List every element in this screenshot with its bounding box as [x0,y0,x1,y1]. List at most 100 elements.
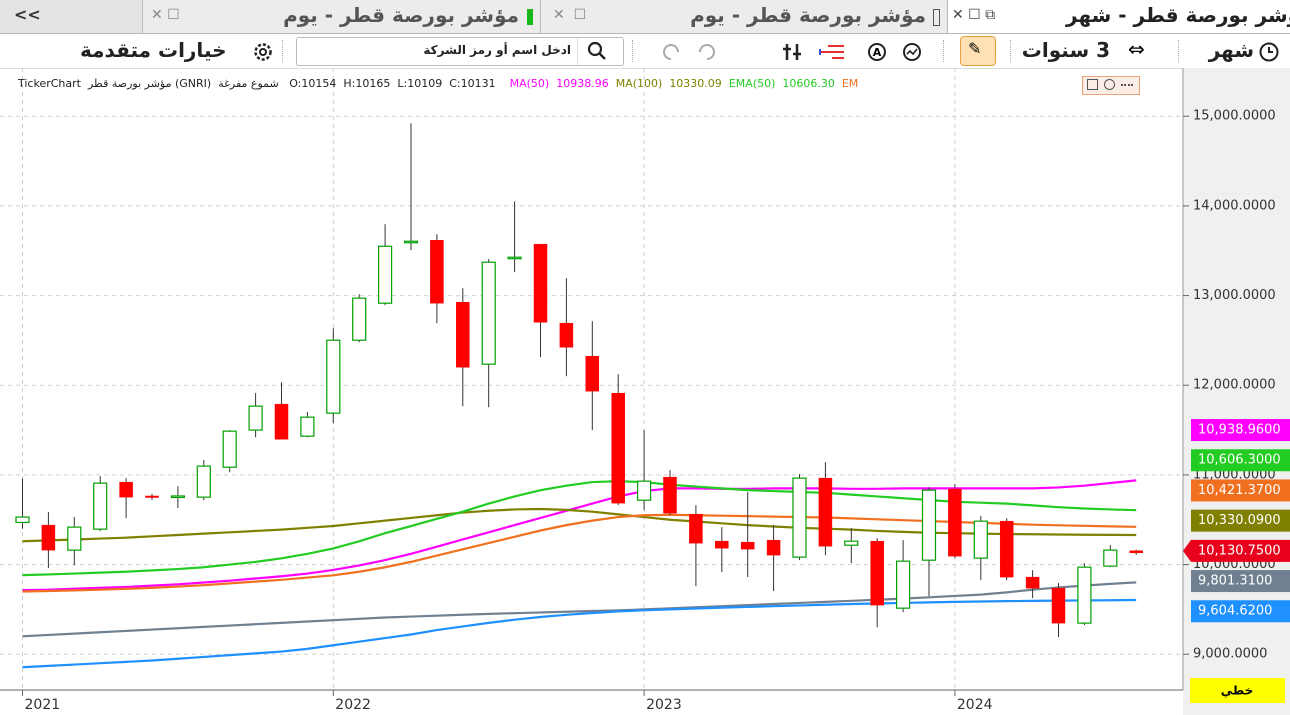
ohlc: O:10154 H:10165 L:10109 C:10131 [289,77,502,90]
value-tag [1191,419,1290,442]
candle-body [999,520,1014,578]
value-tag [1191,600,1290,623]
tag-label: 9,801.3100 [1198,574,1272,589]
candle-body [481,261,496,365]
source: TickerChart [18,77,81,90]
tab-title: مؤشر بورصة قطر - يوم [690,3,926,27]
candle-body [15,516,30,524]
tag-label: 10,330.0900 [1198,513,1281,528]
value-tag [1191,479,1290,502]
legend-name: MA(100) [615,77,663,90]
tag-label: 10,421.3700 [1198,483,1281,498]
y-tick-label: 14,000.0000 [1193,198,1276,213]
candle-body [715,540,729,549]
collapse-tabs[interactable]: << [14,5,41,24]
range-icon: ⇔ [1128,37,1145,61]
clock-icon[interactable] [1258,41,1280,63]
tag-label: 10,130.7500 [1198,543,1281,558]
y-tick-label: 13,000.0000 [1193,288,1276,303]
candle-body [170,495,185,499]
candle-body [456,301,470,368]
x-tick-label: 2021 [25,697,61,713]
ohlc-value: H:10165 [343,77,391,90]
candle-body [1025,576,1040,589]
candle-body [1129,550,1143,554]
candle-body [740,541,755,550]
candle-body [818,477,833,547]
tag-label: 10,606.3000 [1198,453,1281,468]
candle-body [585,355,600,392]
candle-body [948,488,962,557]
pen-icon: ✎ [968,39,982,58]
candle-body [196,465,211,498]
candle-body [119,481,133,498]
tab-title: مؤشر بورصة قطر - يوم [283,3,519,27]
window-controls[interactable] [1082,76,1140,95]
range-button[interactable]: 3 سنوات [1021,38,1110,62]
legend-value: 10330.09 [669,77,722,90]
indicator-line [22,479,1137,592]
symbol: مؤشر بورصة قطر (GNRI) [87,77,212,90]
ohlc-value: L:10109 [397,77,443,90]
candle-body [326,339,341,414]
tool-icons[interactable]: A [650,40,940,64]
candle-body [67,526,82,551]
y-tick-label: 12,000.0000 [1193,378,1276,393]
chart-style: شموع مفرغة [218,77,279,90]
candle-body [973,520,988,559]
indicator-line [22,507,1137,543]
tab[interactable]: ✕ ☐ مؤشر بورصة قطر - يوم [142,0,539,33]
candle-body [248,405,263,431]
tab-active[interactable]: ✕ ☐ ⧉ مؤشر بورصة قطر - شهر [947,0,1290,33]
legend-value: 10606.30 [782,77,835,90]
legend-value: 10938.96 [556,77,609,90]
candle-body [766,539,781,556]
gear-icon [254,43,272,61]
candle-body [895,560,911,609]
candle-body [792,477,807,558]
x-tick-label: 2024 [957,697,993,713]
candle-body [274,403,289,440]
candle-body [1077,566,1092,624]
candle-body [689,513,703,544]
draw-button[interactable] [960,36,996,66]
price-tag [1183,539,1290,562]
value-tag [1191,509,1290,532]
tag-label: 10,938.9600 [1198,423,1281,438]
candle-body [222,430,237,468]
y-tick-label: 15,000.0000 [1193,109,1276,124]
candle-body [844,540,859,546]
candle-body [41,524,56,551]
advanced-options[interactable]: خيارات متقدمة [80,38,227,62]
x-tick-label: 2022 [335,697,371,713]
period-button[interactable]: شهر [1208,38,1254,62]
ohlc-value: O:10154 [289,77,337,90]
indicator-line [22,598,1137,669]
candle-body [430,240,444,304]
candle-body [663,476,677,514]
candle-body [378,245,393,304]
legend-name: EM [841,77,859,90]
candle-body [870,540,884,606]
candle-body [300,416,315,437]
indicator-line [22,513,1137,593]
legend-name: MA(50) [509,77,550,90]
candle-body [921,489,937,561]
search-box[interactable]: ادخل اسم أو رمز الشركة [296,37,624,66]
info-line: TickerChart مؤشر بورصة قطر (GNRI) شموع مفر… [18,77,1082,93]
candle-body [1051,587,1066,624]
value-tag [1191,449,1290,472]
search-icon[interactable] [577,38,619,65]
candle-body [145,495,159,498]
svg-text:A: A [873,46,882,59]
toolbar: شهر ⇔ 3 سنوات ✎ A ادخل اسم أو رمز الشركة… [0,34,1290,69]
y-tick-label: 9,000.0000 [1193,647,1267,662]
chart: خطي 9,000.000010,000.000011,000.000012,0… [0,68,1290,715]
candle-body [611,392,625,504]
legend: MA(50) 10938.96 MA(100) 10330.09 EMA(50) 1060… [510,77,866,90]
candle-body [403,240,419,244]
scale-mode-button[interactable] [1190,678,1285,703]
tab[interactable]: ✕ ☐ مؤشر بورصة قطر - يوم [540,0,946,33]
indicator-line [22,581,1137,638]
search-placeholder: ادخل اسم أو رمز الشركة [423,43,571,57]
